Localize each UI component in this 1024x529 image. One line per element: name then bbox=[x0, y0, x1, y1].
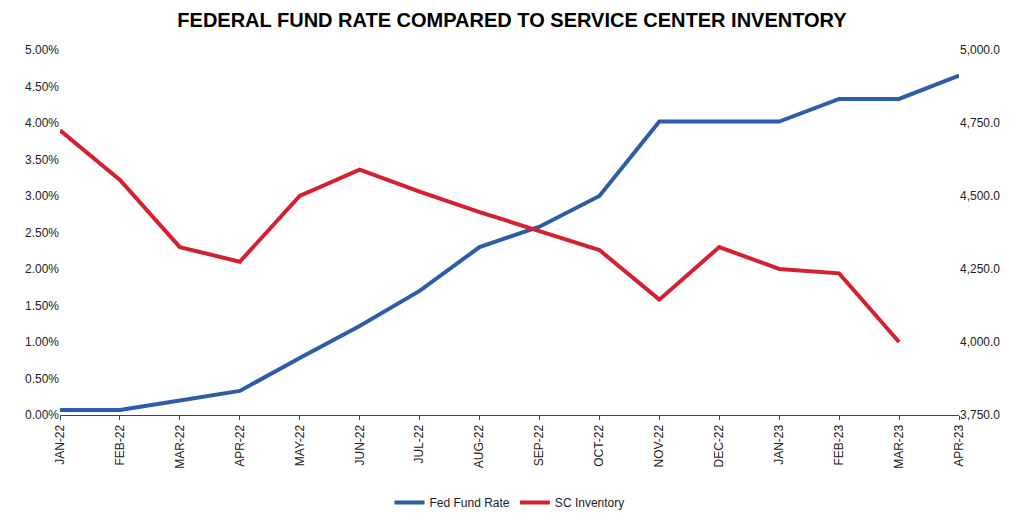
svg-text:DEC-22: DEC-22 bbox=[712, 424, 726, 467]
svg-text:0.50%: 0.50% bbox=[25, 372, 59, 386]
svg-text:4,250.0: 4,250.0 bbox=[960, 262, 1000, 276]
svg-text:0.00%: 0.00% bbox=[25, 408, 59, 422]
svg-text:3.50%: 3.50% bbox=[25, 153, 59, 167]
svg-text:FEB-23: FEB-23 bbox=[832, 424, 846, 465]
svg-text:NOV-22: NOV-22 bbox=[652, 424, 666, 467]
svg-text:1.00%: 1.00% bbox=[25, 335, 59, 349]
svg-text:JAN-23: JAN-23 bbox=[772, 424, 786, 464]
svg-text:JAN-22: JAN-22 bbox=[53, 424, 67, 464]
svg-text:MAY-22: MAY-22 bbox=[293, 424, 307, 466]
svg-text:JUL-22: JUL-22 bbox=[413, 424, 427, 463]
svg-text:4,000.0: 4,000.0 bbox=[960, 335, 1000, 349]
svg-text:JUN-22: JUN-22 bbox=[353, 424, 367, 465]
svg-text:2.00%: 2.00% bbox=[25, 262, 59, 276]
svg-text:4,750.0: 4,750.0 bbox=[960, 116, 1000, 130]
svg-text:FEDERAL FUND RATE COMPARED TO: FEDERAL FUND RATE COMPARED TO SERVICE CE… bbox=[177, 9, 847, 31]
svg-text:5.00%: 5.00% bbox=[25, 43, 59, 57]
svg-text:MAR-22: MAR-22 bbox=[173, 424, 187, 468]
svg-text:AUG-22: AUG-22 bbox=[472, 424, 486, 468]
svg-text:OCT-22: OCT-22 bbox=[592, 424, 606, 466]
svg-text:4,500.0: 4,500.0 bbox=[960, 189, 1000, 203]
svg-text:4.00%: 4.00% bbox=[25, 116, 59, 130]
svg-text:3,750.0: 3,750.0 bbox=[960, 408, 1000, 422]
svg-text:Fed Fund Rate: Fed Fund Rate bbox=[430, 496, 510, 510]
svg-text:APR-22: APR-22 bbox=[233, 424, 247, 466]
svg-text:FEB-22: FEB-22 bbox=[113, 424, 127, 465]
svg-text:SEP-22: SEP-22 bbox=[532, 424, 546, 466]
svg-text:4.50%: 4.50% bbox=[25, 80, 59, 94]
svg-text:MAR-23: MAR-23 bbox=[892, 424, 906, 468]
svg-text:APR-23: APR-23 bbox=[952, 424, 966, 466]
svg-text:SC Inventory: SC Inventory bbox=[555, 496, 624, 510]
svg-text:2.50%: 2.50% bbox=[25, 226, 59, 240]
svg-text:3.00%: 3.00% bbox=[25, 189, 59, 203]
svg-text:1.50%: 1.50% bbox=[25, 299, 59, 313]
svg-text:5,000.0: 5,000.0 bbox=[960, 43, 1000, 57]
